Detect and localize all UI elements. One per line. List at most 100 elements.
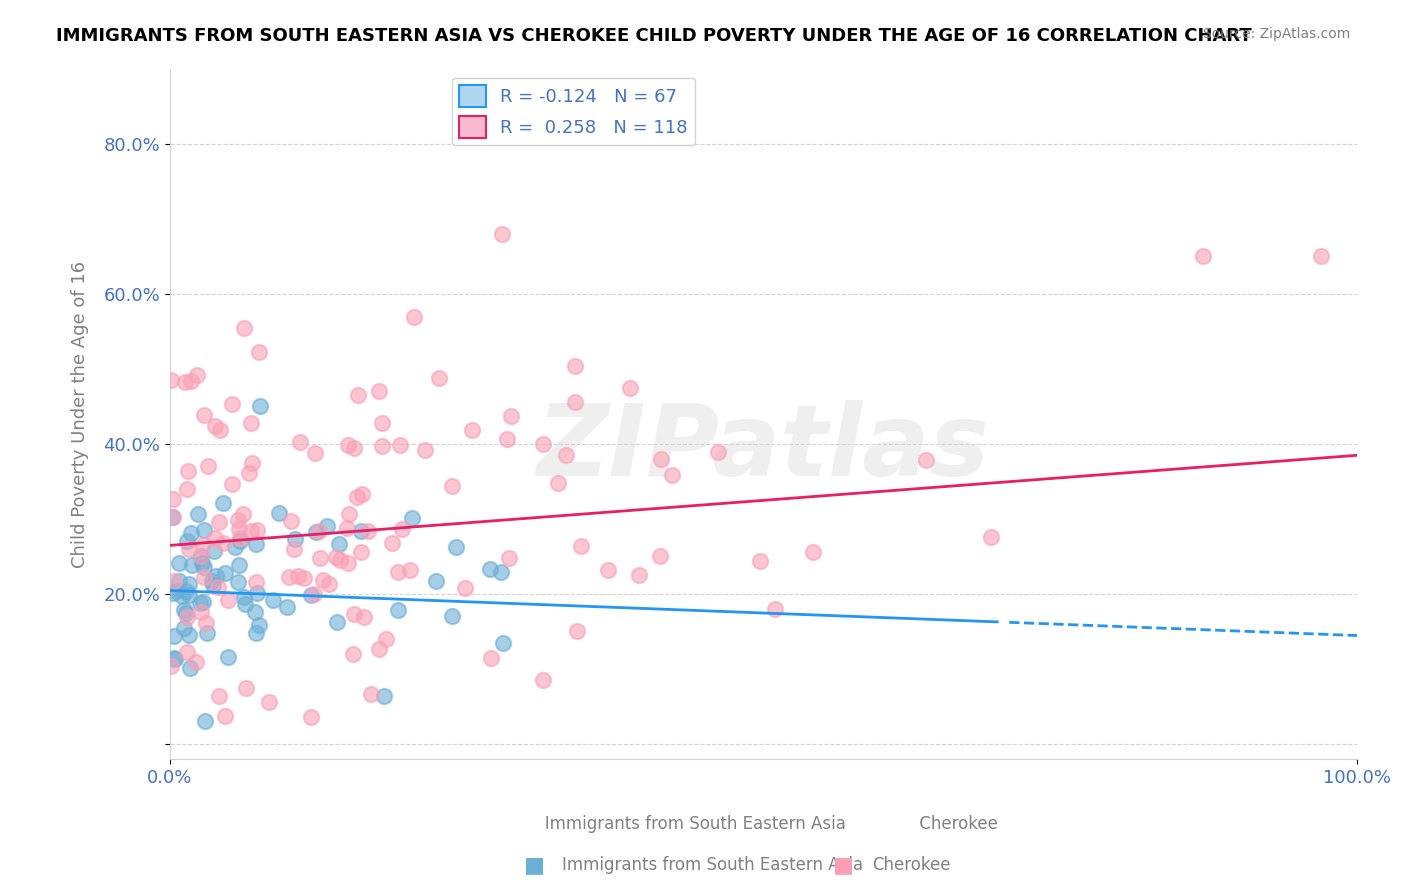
Point [245,574,267,589]
Point [180,374,202,388]
Point [191,556,214,570]
Point [498,551,520,566]
Point [404,310,426,325]
Point [238,466,260,480]
Point [245,537,267,551]
Point [491,227,513,241]
Point [336,438,359,452]
Point [208,423,231,437]
Point [564,394,586,409]
Text: ZIPatlas: ZIPatlas [537,400,990,497]
Point [193,569,215,583]
Text: Immigrants from South Eastern Asia: Immigrants from South Eastern Asia [562,856,863,874]
Point [336,521,359,535]
Point [269,506,291,520]
Point [176,645,198,659]
Point [349,545,371,559]
Point [748,554,770,568]
Point [387,603,409,617]
Point [547,476,569,491]
Point [160,658,183,673]
Point [283,541,305,556]
Point [190,549,212,563]
Point [461,423,484,437]
Point [305,524,328,539]
Point [188,597,211,611]
Point [160,373,183,387]
Point [162,509,184,524]
Point [312,574,335,588]
Point [308,524,330,539]
Point [567,624,589,638]
Y-axis label: Child Poverty Under the Age of 16: Child Poverty Under the Age of 16 [72,260,89,567]
Point [337,556,360,570]
Point [368,642,391,657]
Point [454,581,477,595]
Point [190,549,212,563]
Point [176,483,198,497]
Point [167,574,190,588]
Point [440,479,463,493]
Point [163,651,186,665]
Point [232,508,254,522]
Point [598,563,620,577]
Point [246,524,269,538]
Point [479,651,502,665]
Point [246,586,269,600]
Point [197,459,219,474]
Point [180,525,202,540]
Point [204,531,226,545]
Text: Cherokee: Cherokee [872,856,950,874]
Point [259,695,281,709]
Point [619,381,641,395]
Point [208,515,231,529]
Point [478,562,501,576]
Point [801,545,824,559]
Point [214,708,236,723]
Point [491,565,513,579]
Point [177,577,200,591]
Point [1310,249,1333,263]
Point [287,569,309,583]
Point [326,615,349,630]
Point [212,496,235,510]
Point [389,438,412,452]
Point [763,602,786,616]
Point [707,444,730,458]
Point [301,588,323,602]
Point [160,510,183,524]
Point [350,524,373,538]
Point [202,544,225,558]
Point [212,536,235,550]
Point [240,524,263,538]
Point [228,558,250,572]
Text: ■: ■ [834,855,853,875]
Point [176,610,198,624]
Legend: R = -0.124   N = 67, R =  0.258   N = 118: R = -0.124 N = 67, R = 0.258 N = 118 [451,78,695,145]
Point [240,416,263,430]
Point [165,583,187,598]
Point [278,570,301,584]
Point [380,535,402,549]
Point [179,661,201,675]
Point [172,589,194,603]
Point [1191,249,1213,263]
Point [387,566,409,580]
Point [221,397,243,411]
Point [228,522,250,536]
Point [165,652,187,666]
Point [301,710,323,724]
Point [371,439,394,453]
Point [177,628,200,642]
Point [914,452,936,467]
Point [262,592,284,607]
Text: Immigrants from South Eastern Asia              Cherokee: Immigrants from South Eastern Asia Chero… [529,814,998,833]
Point [280,514,302,528]
Point [353,610,375,624]
Point [427,371,450,385]
Point [346,387,368,401]
Point [648,549,671,563]
Point [325,549,347,564]
Point [284,532,307,546]
Point [229,531,252,545]
